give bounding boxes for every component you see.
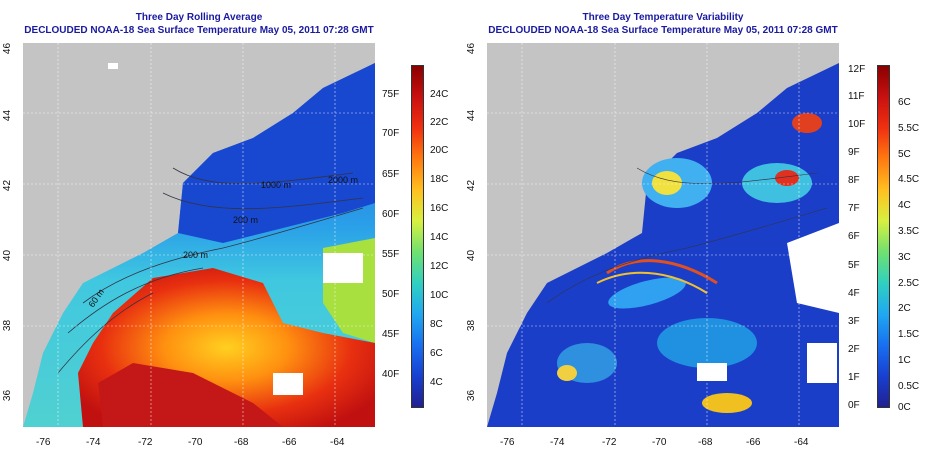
right-cb-c-12: 0C [898,402,911,413]
right-cb-f-11: 1F [848,372,860,383]
left-cb-c-7: 10C [430,290,449,301]
right-cb-c-6: 3C [898,252,911,263]
right-lon-tick-6: -64 [794,437,809,448]
right-ocean [487,63,839,427]
left-map-graphic: 2000 m 200 m 60 m 1000 m 200 m [23,43,375,427]
right-cb-f-9: 3F [848,316,860,327]
left-cb-f-4: 55F [382,249,400,260]
right-title: Three Day Temperature Variability [582,12,744,23]
left-lat-tick-1: 44 [2,109,14,122]
left-cb-c-6: 12C [430,261,449,272]
left-lon-tick-0: -76 [36,437,51,448]
left-cb-c-0: 24C [430,89,449,100]
right-lon-tick-4: -68 [698,437,713,448]
left-lat-tick-2: 42 [2,179,14,192]
right-lon-tick-0: -76 [500,437,515,448]
right-cb-f-6: 6F [848,231,860,242]
left-lat-tick-5: 36 [2,389,14,402]
right-cb-c-9: 1.5C [898,329,920,340]
left-cb-c-9: 6C [430,348,443,359]
left-warm-core [98,363,283,427]
left-cb-f-0: 75F [382,89,400,100]
right-cb-f-3: 9F [848,147,860,158]
right-cb-c-8: 2C [898,303,911,314]
right-lat-tick-0: 46 [466,42,478,55]
left-contour-label-4: 200 m [233,215,258,225]
right-cb-f-10: 2F [848,344,860,355]
right-cb-c-7: 2.5C [898,278,920,289]
right-cb-f-0: 12F [848,64,866,75]
right-lat-tick-4: 38 [466,319,478,332]
left-cb-c-3: 18C [430,174,449,185]
left-cold-region [178,63,375,243]
left-cb-c-1: 22C [430,117,449,128]
left-cb-f-2: 65F [382,169,400,180]
right-lon-tick-5: -66 [746,437,761,448]
left-cb-f-1: 70F [382,128,400,139]
right-lat-tick-2: 42 [466,179,478,192]
left-subtitle: DECLOUDED NOAA-18 Sea Surface Temperatur… [24,25,374,36]
left-lon-tick-6: -64 [330,437,345,448]
left-lon-tick-3: -70 [188,437,203,448]
left-contour-label-0: 2000 m [328,175,358,185]
right-lon-tick-2: -72 [602,437,617,448]
left-lon-tick-4: -68 [234,437,249,448]
left-contour-label-1: 200 m [183,250,208,260]
left-cb-f-5: 50F [382,289,400,300]
left-contour-label-3: 1000 m [261,180,291,190]
right-cb-f-5: 7F [848,203,860,214]
right-lat-tick-1: 44 [466,109,478,122]
right-cb-c-3: 4.5C [898,174,920,185]
right-lon-tick-1: -74 [550,437,565,448]
right-cb-c-5: 3.5C [898,226,920,237]
left-cb-c-5: 14C [430,232,449,243]
right-lat-tick-5: 36 [466,389,478,402]
right-cb-f-7: 5F [848,260,860,271]
right-lon-tick-3: -70 [652,437,667,448]
left-cb-c-2: 20C [430,145,449,156]
right-subtitle: DECLOUDED NOAA-18 Sea Surface Temperatur… [488,25,838,36]
right-cb-f-12: 0F [848,400,860,411]
left-lon-tick-1: -74 [86,437,101,448]
right-cb-c-11: 0.5C [898,381,920,392]
left-cb-c-8: 8C [430,319,443,330]
right-cb-c-2: 5C [898,149,911,160]
left-lat-tick-3: 40 [2,249,14,262]
left-cb-c-4: 16C [430,203,449,214]
right-map-graphic [487,43,839,427]
right-colorbar [877,65,890,408]
left-cb-f-6: 45F [382,329,400,340]
left-lat-tick-4: 38 [2,319,14,332]
left-lon-tick-2: -72 [138,437,153,448]
left-colorbar [411,65,424,408]
left-cb-f-7: 40F [382,369,400,380]
left-sst-map: 2000 m 200 m 60 m 1000 m 200 m [23,43,375,427]
right-cb-f-4: 8F [848,175,860,186]
right-variability-map [487,43,839,427]
left-cb-c-10: 4C [430,377,443,388]
right-lat-tick-3: 40 [466,249,478,262]
right-cb-f-8: 4F [848,288,860,299]
right-cb-c-4: 4C [898,200,911,211]
right-cb-f-1: 11F [848,91,865,102]
left-lon-tick-5: -66 [282,437,297,448]
right-cb-f-2: 10F [848,119,866,130]
left-lat-tick-0: 46 [2,42,14,55]
left-title: Three Day Rolling Average [135,12,263,23]
right-cb-c-10: 1C [898,355,911,366]
left-cb-f-3: 60F [382,209,400,220]
right-cb-c-0: 6C [898,97,911,108]
right-cb-c-1: 5.5C [898,123,920,134]
